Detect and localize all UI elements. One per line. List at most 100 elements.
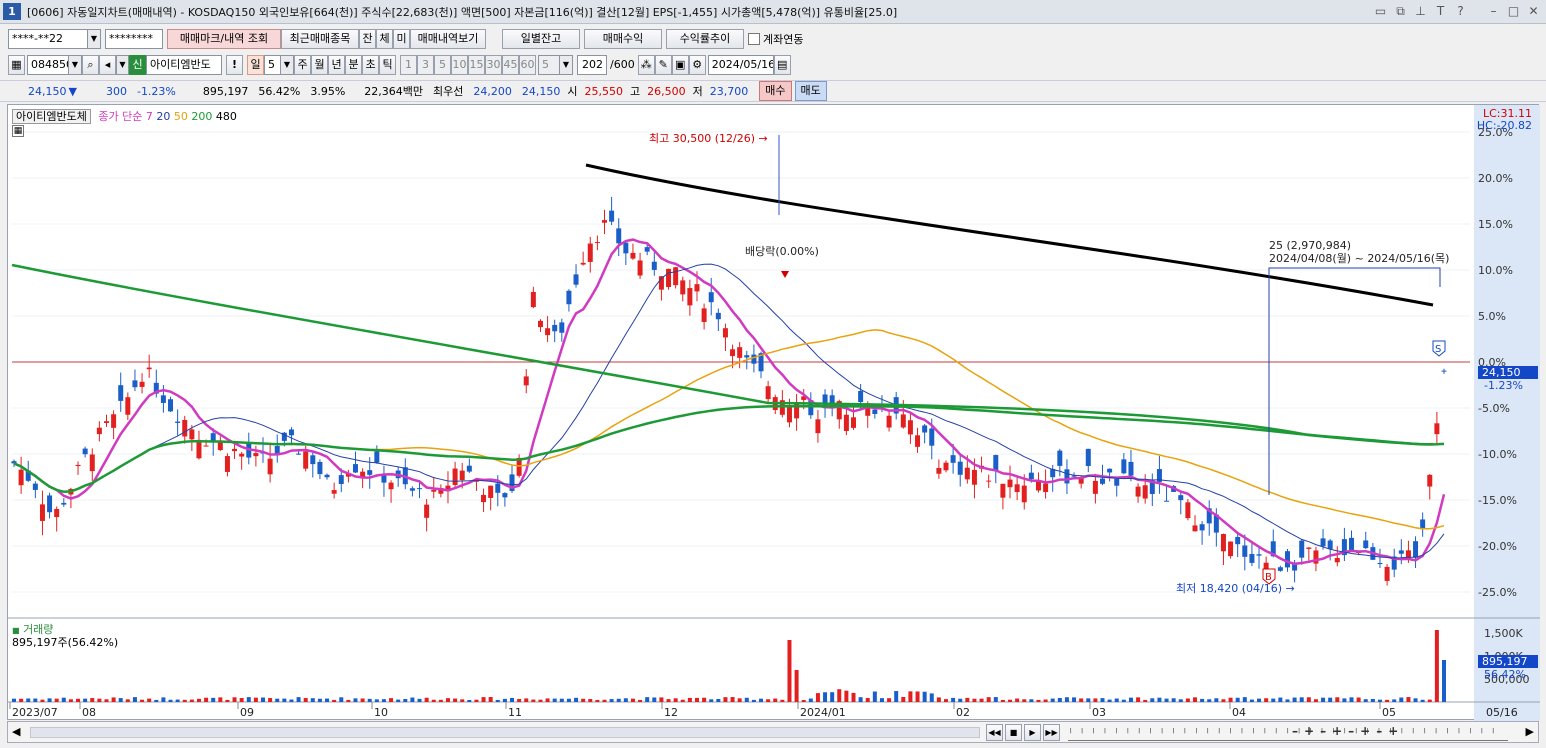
daily-balance-button[interactable]: 일별잔고 [502,28,580,49]
period-year-button[interactable]: 년 [328,54,345,75]
volume-bar [694,697,699,702]
zoom-ruler[interactable]: ╷╷╷╷╷╷╷╷╷╷╷╷╷╷╷╷╷╷╷╷╷╷╷╷╷╷╷╷╷╷╷╷╷╷╷╷╷╷ [1068,724,1508,741]
volume-bar [261,697,266,702]
minute-15-button[interactable]: 15 [468,54,485,75]
search-icon[interactable]: ⌕ [82,54,99,75]
save-icon[interactable]: ▭ [1374,4,1387,18]
pin-icon[interactable]: ⊥ [1415,4,1426,18]
bar-count-input[interactable]: 202 [577,54,607,75]
candle-body [687,288,693,306]
minute-value-input[interactable]: 5 [538,54,560,75]
minute-30-button[interactable]: 30 [485,54,502,75]
period-count-input[interactable]: 5 [264,54,281,75]
candle-body [779,400,785,415]
zoom-in-icon-3[interactable]: + [1360,724,1371,738]
volume-bar [424,697,429,702]
trade-history-button[interactable]: 매매내역보기 [410,28,486,49]
minute-5-button[interactable]: 5 [434,54,451,75]
candle-body [1420,519,1426,530]
scroll-end-icon[interactable]: ▶▶ [1043,724,1060,741]
minute-60-button[interactable]: 60 [519,54,536,75]
unexecuted-button[interactable]: 미 [393,28,410,49]
layout-icon[interactable]: ▦ [8,54,25,75]
scroll-stop-icon[interactable]: ■ [1005,724,1022,741]
copy-icon[interactable]: ⧉ [1396,4,1405,18]
volume-bar [125,699,130,702]
profit-rate-button[interactable]: 수익률추이 [666,28,744,49]
volume-bar [1192,697,1197,702]
grid-toggle-icon[interactable]: ▦ [12,125,24,137]
volume-bar [680,699,685,702]
volume-bar [1377,699,1382,702]
candle-body [168,399,174,412]
date-input[interactable]: 2024/05/16 [707,54,774,75]
minute-3-button[interactable]: 3 [417,54,434,75]
buy-button[interactable]: 매수 [759,81,792,101]
candle-body [523,376,529,386]
minute-45-button[interactable]: 45 [502,54,519,75]
volume-bar [1442,660,1446,702]
period-month-button[interactable]: 월 [311,54,328,75]
minimize-icon[interactable]: – [1490,4,1497,18]
calendar-icon[interactable]: ▤ [773,54,791,75]
recent-trades-button[interactable]: 최근매매종목 [281,28,359,49]
trade-profit-button[interactable]: 매매수익 [584,28,662,49]
scroll-track[interactable] [30,727,980,738]
speaker-icon[interactable]: ◂ [99,54,116,75]
volume-bar [865,697,870,702]
minute-1-button[interactable]: 1 [400,54,417,75]
zoom-in-icon-4[interactable]: + [1388,724,1399,738]
scroll-start-icon[interactable]: ◀◀ [986,724,1003,741]
volume-bar [325,698,330,702]
period-day-button[interactable]: 일 [247,54,264,75]
chart-settings-icon[interactable]: ⁂ [637,54,655,75]
account-field[interactable]: ****-**22 [8,28,88,49]
period-minute-button[interactable]: 분 [345,54,362,75]
period-tick-button[interactable]: 틱 [379,54,396,75]
gear-icon[interactable]: ⚙ [688,54,706,75]
volume-bar [645,697,650,702]
speaker-dropdown-icon[interactable]: ▼ [116,54,129,75]
period-second-button[interactable]: 초 [362,54,379,75]
text-icon[interactable]: T [1436,4,1445,18]
balance-button[interactable]: 잔 [359,28,376,49]
account-link-checkbox[interactable] [748,32,760,45]
stock-name-label[interactable]: 아이티엠반도체 [12,109,91,124]
zoom-out-icon[interactable]: – [1292,724,1298,738]
scroll-left-icon[interactable]: ◀ [12,725,21,738]
volume-bar [268,698,273,702]
restore-icon[interactable]: □ [1507,4,1520,18]
code-dropdown-icon[interactable]: ▼ [69,54,82,75]
minute-10-button[interactable]: 10 [451,54,468,75]
zoom-in-icon[interactable]: + [1304,724,1315,738]
scroll-play-icon[interactable]: ▶ [1024,724,1041,741]
trade-mark-query-button[interactable]: 매매마크/내역 조회 [167,28,281,49]
executed-button[interactable]: 체 [376,28,393,49]
sell-button[interactable]: 매도 [794,81,827,101]
zoom-out-icon-4[interactable]: – [1376,724,1383,738]
password-field[interactable]: ******** [105,28,163,49]
zoom-in-icon-2[interactable]: + [1332,724,1343,738]
period-week-button[interactable]: 주 [294,54,311,75]
minute-dropdown-icon[interactable]: ▼ [560,54,573,75]
stock-name-field[interactable]: 아이티엠반도 [146,54,222,75]
candle-body [32,483,38,490]
candle-body [1007,479,1013,488]
save-chart-icon[interactable]: ▣ [671,54,689,75]
draw-tool-icon[interactable]: ✎ [654,54,672,75]
period-dropdown-icon[interactable]: ▼ [281,54,294,75]
zoom-out-icon-3[interactable]: – [1348,724,1355,738]
volume-bar [346,699,351,702]
account-dropdown-icon[interactable]: ▼ [88,28,101,49]
stock-code-input[interactable]: 084850 [27,54,69,75]
price-chart-panel[interactable]: 25.0% 20.0% 15.0% 10.0% 5.0% 0.0% -5.0% -10.0% -… [7,104,1540,721]
alert-icon[interactable]: ! [226,54,243,75]
volume-bar [929,693,934,702]
volume-bar [588,699,593,702]
candle-body [1071,475,1077,477]
help-icon[interactable]: ? [1457,4,1464,18]
price-chart-svg[interactable]: 25.0% 20.0% 15.0% 10.0% 5.0% 0.0% -5.0% -10.0% -… [8,105,1540,721]
close-icon[interactable]: ✕ [1528,4,1539,18]
scroll-right-icon[interactable]: ▶ [1525,725,1534,738]
zoom-out-icon-2[interactable]: – [1320,724,1327,738]
